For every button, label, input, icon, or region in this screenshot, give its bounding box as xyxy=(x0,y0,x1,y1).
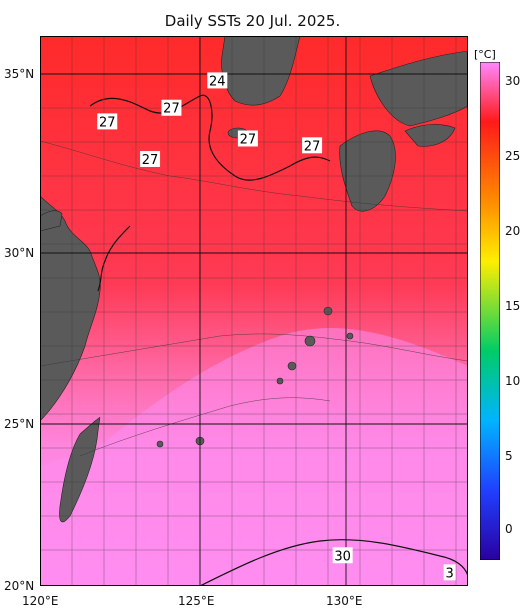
shanghai-area-land xyxy=(40,210,63,232)
contour-label-text: 27 xyxy=(142,153,159,168)
contour-27 xyxy=(89,94,331,181)
colorbar-gradient xyxy=(480,62,500,560)
x-tick-125e: 125°E xyxy=(178,594,215,608)
kyushu-land xyxy=(339,130,396,212)
ryukyu-island xyxy=(156,440,164,448)
map-frame xyxy=(40,36,468,586)
contour-labels: 27 27 24 27 27 27 30 3 xyxy=(97,72,456,581)
shikoku-land xyxy=(404,124,456,147)
thin-contours xyxy=(40,140,468,457)
x-tick-120e: 120°E xyxy=(22,594,59,608)
colorbar-tick: 15 xyxy=(505,299,521,313)
colorbar-tick: 5 xyxy=(505,449,513,463)
contour-label: 30 xyxy=(332,547,353,564)
contour-label: 27 xyxy=(237,130,258,147)
contour-label: 27 xyxy=(140,150,161,168)
colorbar-tick: 20 xyxy=(505,224,521,238)
china-coast-land xyxy=(40,195,101,422)
contour-label: 27 xyxy=(97,113,118,130)
contour-29b xyxy=(79,397,331,457)
warm-current xyxy=(40,327,468,586)
contour-label-text: 27 xyxy=(240,132,257,147)
y-tick-35n: 35°N xyxy=(4,67,35,81)
colorbar-tick: 0 xyxy=(505,522,513,536)
x-tick-130e: 130°E xyxy=(326,594,363,608)
contour-label-text: 3 xyxy=(446,566,454,581)
map-title: Daily SSTs 20 Jul. 2025. xyxy=(164,12,341,30)
sst-map: 27 27 24 27 27 27 30 3 xyxy=(40,36,468,586)
contour-27b xyxy=(97,225,131,292)
ryukyu-island xyxy=(346,332,354,340)
contour-label-text: 30 xyxy=(334,549,351,564)
contour-28 xyxy=(40,140,468,212)
land xyxy=(40,36,468,523)
contour-label-text: 27 xyxy=(99,115,116,130)
colorbar xyxy=(480,62,500,560)
colorbar-tick: 10 xyxy=(505,374,521,388)
colorbar-tick: 30 xyxy=(505,74,521,88)
contour-label-text: 27 xyxy=(163,102,180,117)
contour-label: 24 xyxy=(207,72,228,89)
contour-label: 3 xyxy=(443,564,456,581)
y-tick-25n: 25°N xyxy=(4,417,35,431)
colorbar-unit: [°C] xyxy=(474,48,496,61)
ryukyu-island xyxy=(276,377,284,385)
honshu-land xyxy=(369,50,468,127)
contour-label: 27 xyxy=(302,137,323,154)
colorbar-tick: 25 xyxy=(505,149,521,163)
ryukyu-island xyxy=(287,361,297,371)
contour-label-text: 27 xyxy=(304,139,321,154)
contour-29 xyxy=(40,333,468,367)
ryukyu-island xyxy=(304,335,316,347)
major-grid xyxy=(40,36,468,586)
contour-label: 27 xyxy=(161,99,182,117)
y-tick-30n: 30°N xyxy=(4,246,35,260)
contour-label-text: 24 xyxy=(209,74,226,89)
y-tick-20n: 20°N xyxy=(4,579,35,593)
